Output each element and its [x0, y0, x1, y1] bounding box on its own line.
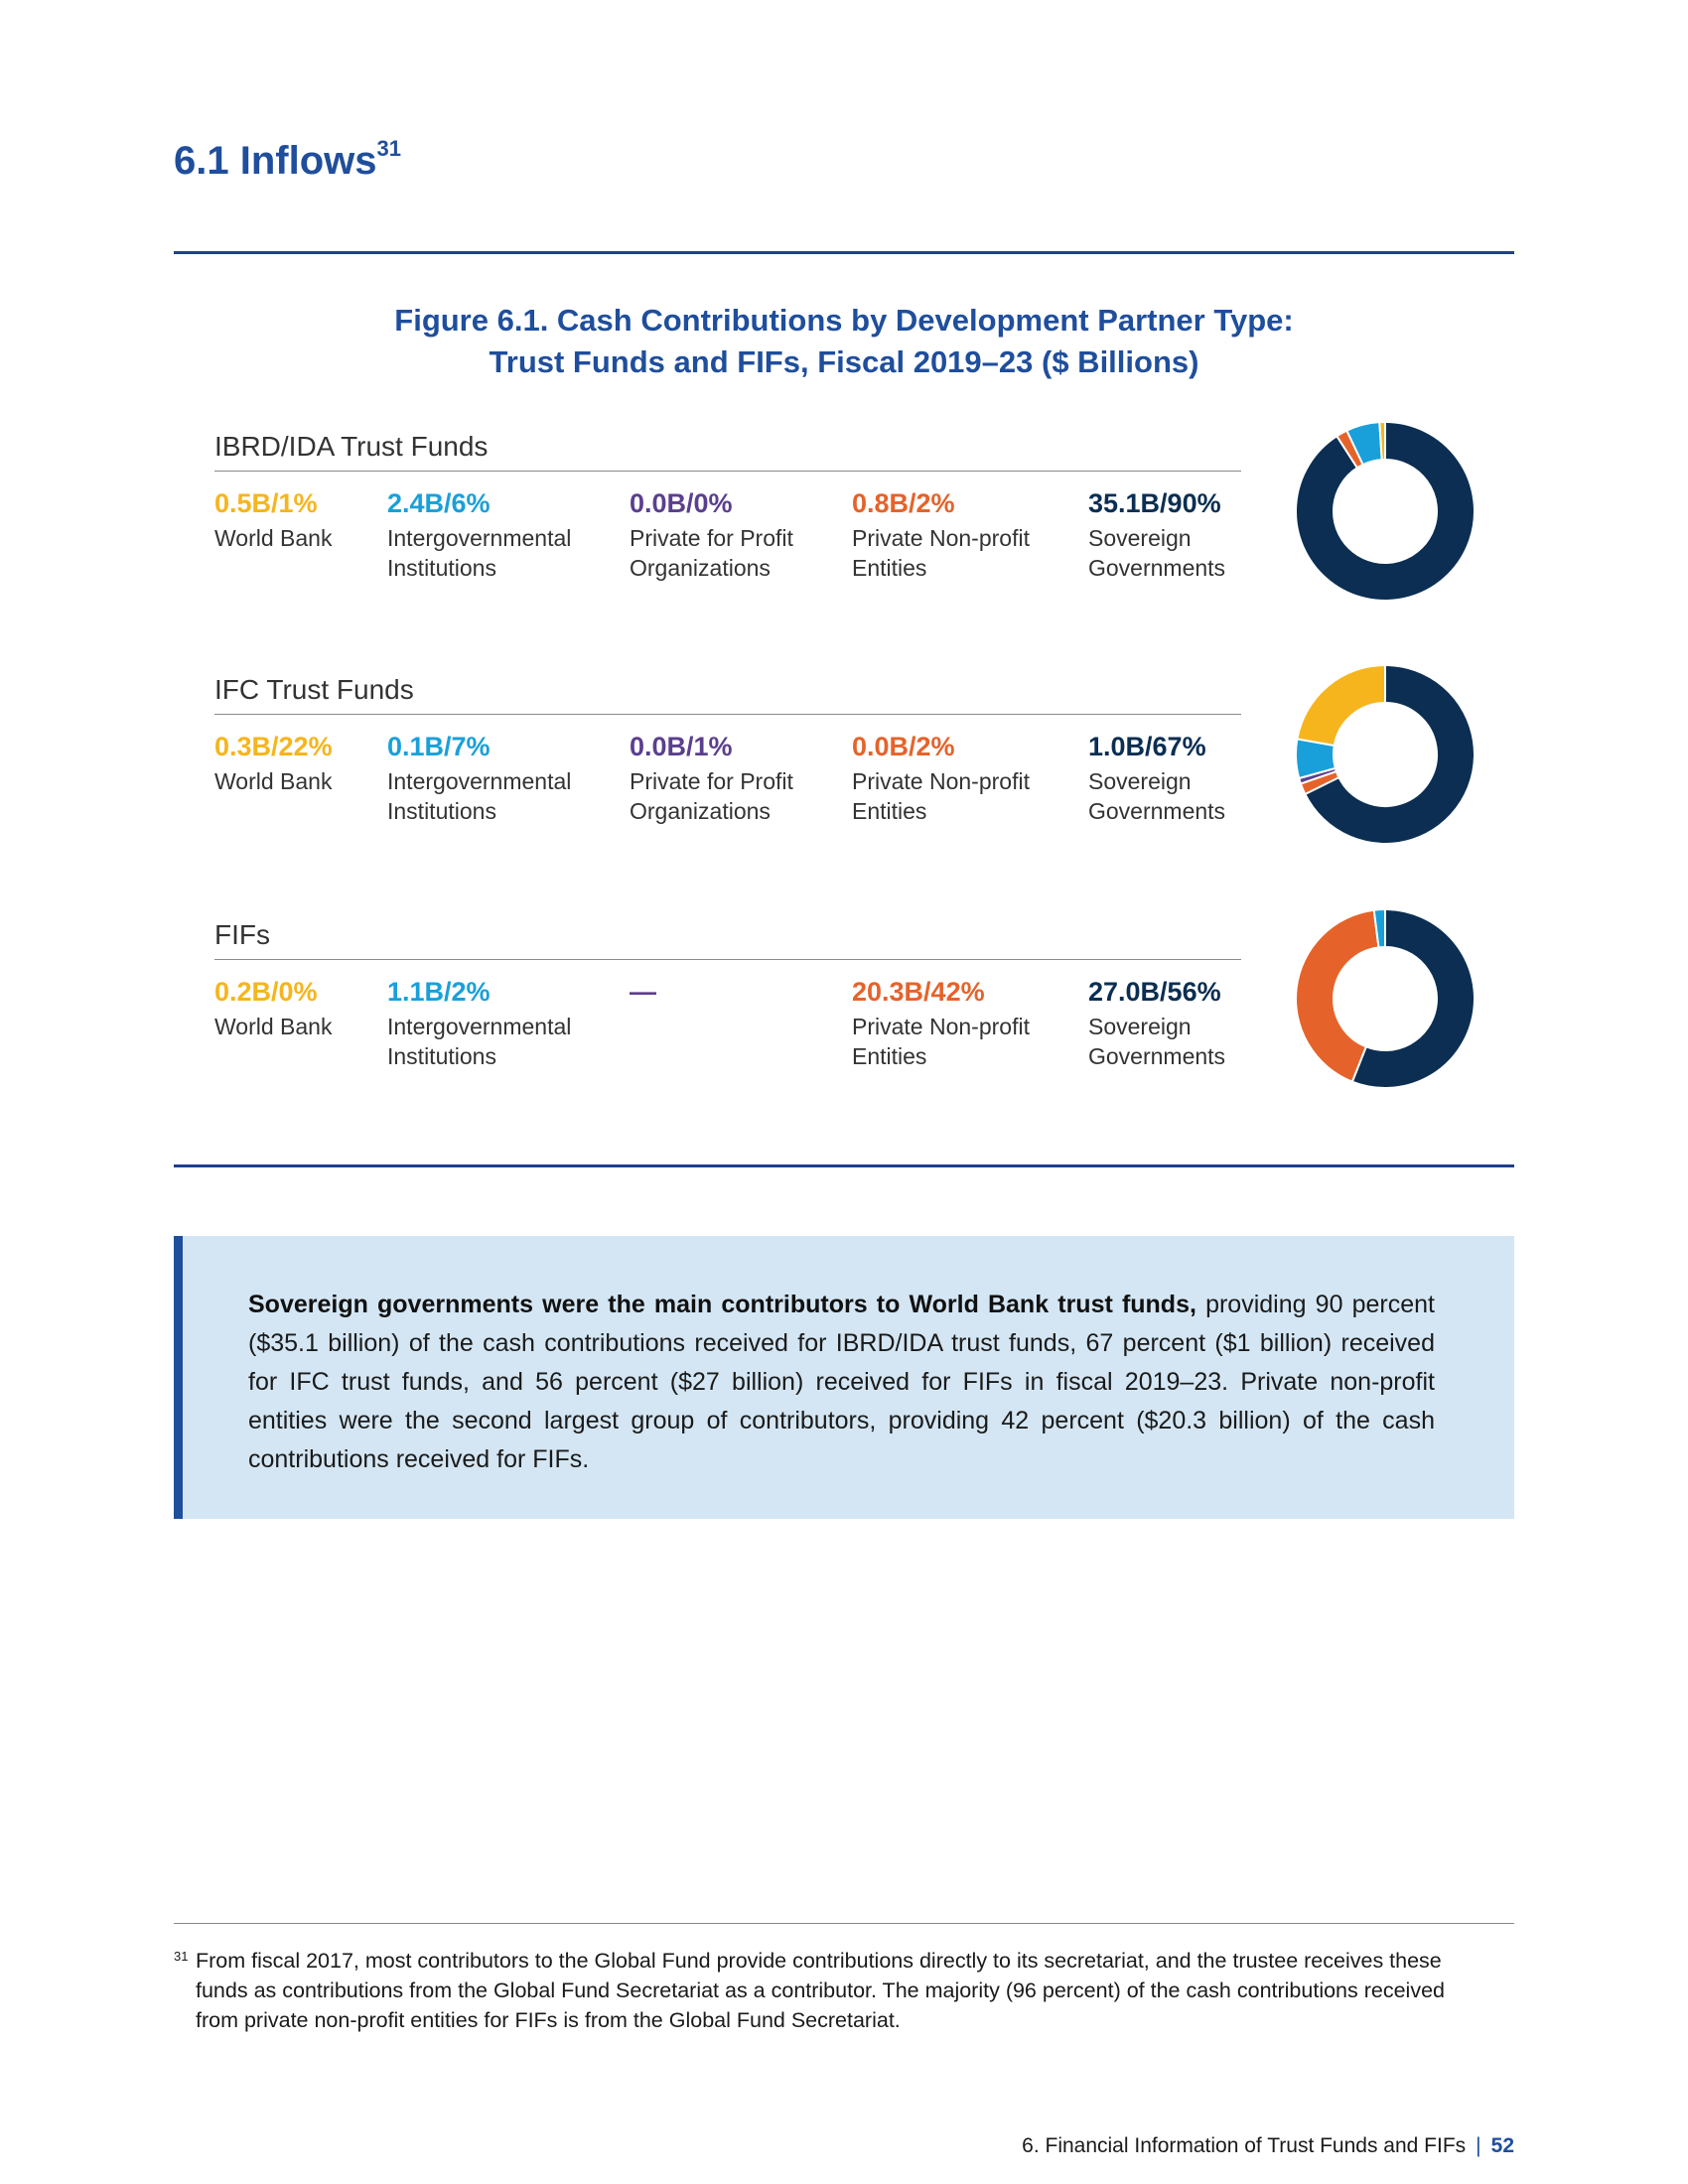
group-title: FIFs — [214, 919, 270, 950]
footnote-number: 31 — [174, 1949, 189, 1964]
value-label: 0.3B/22% — [214, 732, 333, 761]
callout-body: providing 90 percent ($35.1 billion) of … — [248, 1291, 1436, 1473]
legend-sovereign: 35.1B/90% Sovereign Governments — [1088, 483, 1297, 583]
legend-columns: 0.5B/1% World Bank 2.4B/6% Intergovernme… — [214, 472, 1247, 601]
footnote-text: From fiscal 2017, most contributors to t… — [196, 1949, 1446, 2032]
group-rule — [214, 714, 1241, 715]
category-label: Private for Profit Organizations — [630, 768, 793, 824]
legend-private-for-profit: — — [630, 972, 838, 1012]
callout-bold: Sovereign governments were the main cont… — [248, 1291, 1196, 1318]
figure-title-line2: Trust Funds and FIFs, Fiscal 2019–23 ($ … — [489, 344, 1199, 379]
value-label: 1.1B/2% — [387, 977, 491, 1007]
legend-intergovernmental: 0.1B/7% Intergovernmental Institutions — [387, 727, 596, 826]
donut-chart-ibrd-ida — [1296, 422, 1475, 601]
value-label: 0.0B/2% — [852, 732, 955, 761]
category-label: Private Non-profit Entities — [852, 525, 1030, 581]
legend-sovereign: 1.0B/67% Sovereign Governments — [1088, 727, 1297, 826]
group-title: IFC Trust Funds — [214, 674, 414, 705]
footer-chapter: 6. Financial Information of Trust Funds … — [1022, 2134, 1467, 2157]
page-number: 52 — [1490, 2134, 1514, 2157]
group-rule — [214, 959, 1241, 960]
category-label: Intergovernmental Institutions — [387, 768, 572, 824]
section-title-text: 6.1 Inflows — [174, 139, 377, 183]
value-label: 27.0B/56% — [1088, 977, 1221, 1007]
legend-columns: 0.2B/0% World Bank 1.1B/2% Intergovernme… — [214, 960, 1247, 1089]
value-label: 0.2B/0% — [214, 977, 318, 1007]
value-label: 0.5B/1% — [214, 488, 318, 518]
value-label: 0.0B/0% — [630, 488, 733, 518]
slice-sovereign — [1350, 909, 1475, 1088]
legend-private-nonprofit: 0.0B/2% Private Non-profit Entities — [852, 727, 1060, 826]
value-label: — — [630, 977, 656, 1007]
category-label: Sovereign Governments — [1088, 1014, 1226, 1069]
chart-group-ibrd-ida: IBRD/IDA Trust Funds 0.5B/1% World Bank … — [214, 427, 1247, 601]
section-title: 6.1 Inflows31 — [174, 135, 401, 184]
value-label: 2.4B/6% — [387, 488, 491, 518]
bottom-rule — [174, 1164, 1514, 1167]
slice-sovereign — [1304, 665, 1475, 844]
group-rule — [214, 471, 1241, 472]
legend-world-bank: 0.5B/1% World Bank — [214, 483, 423, 553]
callout-text: Sovereign governments were the main cont… — [248, 1286, 1435, 1479]
slice-world-bank — [1296, 665, 1386, 748]
category-label: Intergovernmental Institutions — [387, 525, 572, 581]
top-rule — [174, 251, 1514, 254]
figure-title: Figure 6.1. Cash Contributions by Develo… — [174, 300, 1514, 383]
page-footer: 6. Financial Information of Trust Funds … — [1022, 2134, 1514, 2158]
category-label: Private for Profit Organizations — [630, 525, 793, 581]
slice-world-bank — [1378, 422, 1386, 462]
slice-private-nonprofit — [1296, 909, 1380, 1083]
legend-private-nonprofit: 20.3B/42% Private Non-profit Entities — [852, 972, 1060, 1071]
value-label: 0.8B/2% — [852, 488, 955, 518]
group-title: IBRD/IDA Trust Funds — [214, 431, 489, 462]
legend-columns: 0.3B/22% World Bank 0.1B/7% Intergovernm… — [214, 715, 1247, 844]
category-label: Private Non-profit Entities — [852, 768, 1030, 824]
slice-sovereign — [1296, 422, 1475, 601]
category-label: World Bank — [214, 1014, 333, 1039]
value-label: 1.0B/67% — [1088, 732, 1206, 761]
category-label: Sovereign Governments — [1088, 525, 1226, 581]
slice-intergovernmental — [1372, 909, 1386, 949]
footnote-ref[interactable]: 31 — [376, 135, 401, 161]
chart-group-ifc: IFC Trust Funds 0.3B/22% World Bank 0.1B… — [214, 670, 1247, 844]
callout-box: Sovereign governments were the main cont… — [174, 1236, 1514, 1519]
legend-world-bank: 0.3B/22% World Bank — [214, 727, 423, 796]
legend-intergovernmental: 2.4B/6% Intergovernmental Institutions — [387, 483, 596, 583]
value-label: 35.1B/90% — [1088, 488, 1221, 518]
category-label: Intergovernmental Institutions — [387, 1014, 572, 1069]
category-label: World Bank — [214, 525, 333, 551]
donut-chart-fifs — [1296, 909, 1475, 1088]
donut-chart-ifc — [1296, 665, 1475, 844]
legend-intergovernmental: 1.1B/2% Intergovernmental Institutions — [387, 972, 596, 1071]
footnote-rule — [174, 1923, 1514, 1924]
legend-world-bank: 0.2B/0% World Bank — [214, 972, 423, 1041]
footer-separator: | — [1476, 2134, 1481, 2157]
value-label: 0.0B/1% — [630, 732, 733, 761]
category-label: Private Non-profit Entities — [852, 1014, 1030, 1069]
value-label: 20.3B/42% — [852, 977, 985, 1007]
legend-private-nonprofit: 0.8B/2% Private Non-profit Entities — [852, 483, 1060, 583]
figure-title-line1: Figure 6.1. Cash Contributions by Develo… — [394, 303, 1294, 338]
legend-sovereign: 27.0B/56% Sovereign Governments — [1088, 972, 1297, 1071]
category-label: World Bank — [214, 768, 333, 794]
legend-private-for-profit: 0.0B/0% Private for Profit Organizations — [630, 483, 838, 583]
chart-group-fifs: FIFs 0.2B/0% World Bank 1.1B/2% Intergov… — [214, 915, 1247, 1089]
legend-private-for-profit: 0.0B/1% Private for Profit Organizations — [630, 727, 838, 826]
value-label: 0.1B/7% — [387, 732, 491, 761]
category-label: Sovereign Governments — [1088, 768, 1226, 824]
